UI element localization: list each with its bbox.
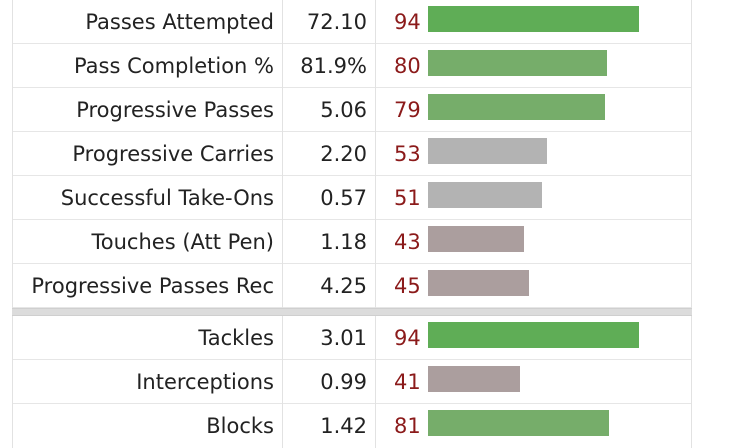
percentile-bar: [428, 226, 524, 252]
stat-label: Interceptions: [12, 360, 283, 404]
percentile-value: 80: [394, 54, 421, 78]
percentile-bar-cell: [428, 0, 692, 44]
percentile-bar: [428, 94, 605, 120]
percentile-bar-cell: [428, 360, 692, 404]
percentile-value: 45: [394, 274, 421, 298]
stat-label: Progressive Carries: [12, 132, 283, 176]
percentile-bar: [428, 50, 607, 76]
table-row: Progressive Passes Rec 4.25 45: [12, 264, 692, 308]
percentile-bar-cell: [428, 132, 692, 176]
table-row: Progressive Passes 5.06 79: [12, 88, 692, 132]
percentile-bar: [428, 6, 639, 32]
per90-value: 4.25: [283, 264, 376, 308]
table-row: Interceptions 0.99 41: [12, 360, 692, 404]
stat-label: Tackles: [12, 316, 283, 360]
table-row: Progressive Carries 2.20 53: [12, 132, 692, 176]
percentile-bar-cell: [428, 220, 692, 264]
percentile-table: Passes Attempted 72.10 94 Pass Completion %…: [12, 0, 692, 448]
per90-value: 3.01: [283, 316, 376, 360]
per90-value: 1.18: [283, 220, 376, 264]
section-divider: [12, 308, 692, 316]
percentile-bar-cell: [428, 264, 692, 308]
stat-label: Progressive Passes Rec: [12, 264, 283, 308]
per90-value: 1.42: [283, 404, 376, 448]
percentile-bar: [428, 182, 542, 208]
stat-label: Passes Attempted: [12, 0, 283, 44]
percentile-bar-cell: [428, 404, 692, 448]
percentile-bar-cell: [428, 176, 692, 220]
per90-value: 2.20: [283, 132, 376, 176]
table-row: Passes Attempted 72.10 94: [12, 0, 692, 44]
percentile-bar: [428, 138, 547, 164]
stat-label: Touches (Att Pen): [12, 220, 283, 264]
percentile-value: 53: [394, 142, 421, 166]
table-row: Tackles 3.01 94: [12, 316, 692, 360]
per90-value: 5.06: [283, 88, 376, 132]
percentile-value: 81: [394, 414, 421, 438]
percentile-bar: [428, 270, 529, 296]
per90-value: 0.99: [283, 360, 376, 404]
percentile-bar: [428, 322, 639, 348]
table-row: Touches (Att Pen) 1.18 43: [12, 220, 692, 264]
per90-value: 81.9%: [283, 44, 376, 88]
per90-value: 72.10: [283, 0, 376, 44]
percentile-value: 43: [394, 230, 421, 254]
percentile-bar: [428, 366, 520, 392]
percentile-bar: [428, 410, 609, 436]
percentile-bar-cell: [428, 44, 692, 88]
stat-label: Progressive Passes: [12, 88, 283, 132]
percentile-value: 94: [394, 326, 421, 350]
percentile-bar-cell: [428, 316, 692, 360]
percentile-bar-cell: [428, 88, 692, 132]
percentile-value: 41: [394, 370, 421, 394]
stat-label: Blocks: [12, 404, 283, 448]
stat-label: Pass Completion %: [12, 44, 283, 88]
percentile-value: 51: [394, 186, 421, 210]
table-row: Successful Take-Ons 0.57 51: [12, 176, 692, 220]
percentile-value: 94: [394, 10, 421, 34]
table-row: Pass Completion % 81.9% 80: [12, 44, 692, 88]
per90-value: 0.57: [283, 176, 376, 220]
table-row: Blocks 1.42 81: [12, 404, 692, 448]
percentile-value: 79: [394, 98, 421, 122]
stat-label: Successful Take-Ons: [12, 176, 283, 220]
